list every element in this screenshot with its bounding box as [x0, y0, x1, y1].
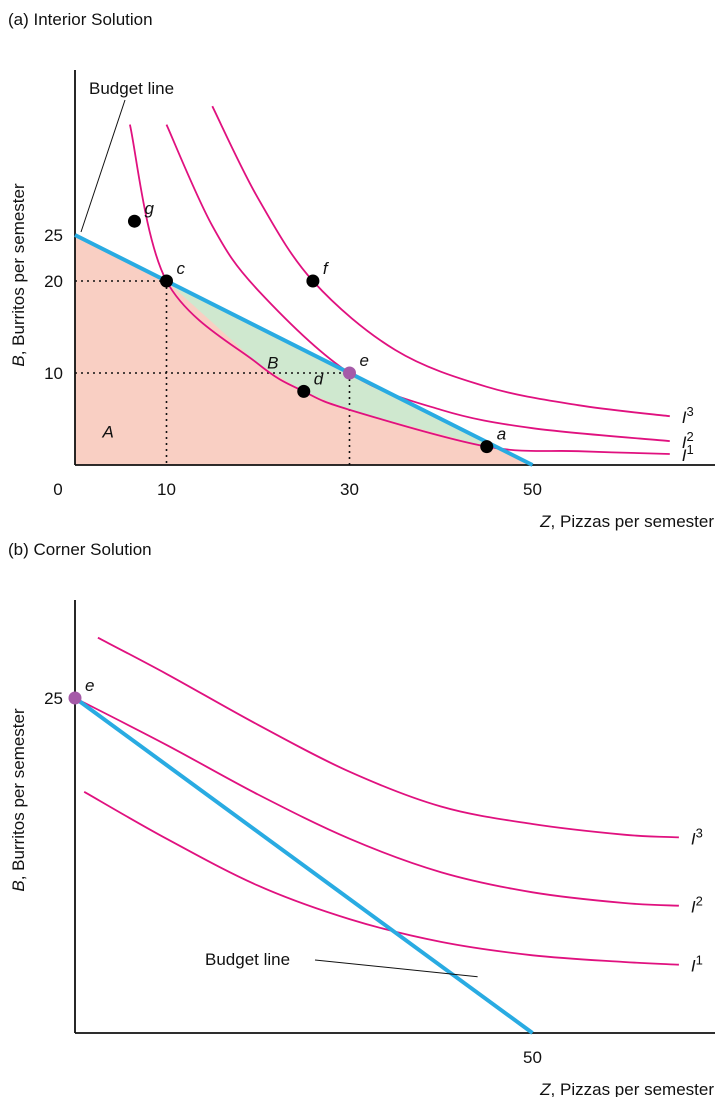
y-tick-label: 25: [44, 689, 63, 708]
curve-label-1: I1: [691, 952, 703, 976]
curve-label-2: I2: [682, 429, 694, 453]
indifference-curve-2: [74, 697, 679, 907]
bundle-point-e: [68, 691, 82, 705]
region-label-a: A: [101, 422, 113, 441]
indifference-curve-3: [211, 105, 670, 418]
x-axis-label: Z, Pizzas per semester: [539, 1080, 714, 1097]
budget-line-label: Budget line: [89, 79, 174, 98]
bundle-label-e: e: [85, 676, 94, 695]
y-axis-variable: B: [9, 880, 28, 891]
panel-interior: (a) Interior Solution A B 0 10 30 50 10 20 25 Z, P…: [8, 10, 715, 531]
y-axis-label: B, Burritos per semester: [9, 183, 28, 367]
bundle-point-f: [306, 274, 320, 288]
indifference-curve-1: [83, 791, 679, 966]
bundle-point-a: [480, 440, 494, 454]
budget-line-label: Budget line: [205, 950, 290, 969]
x-tick-label: 0: [53, 480, 62, 499]
x-tick-label: 30: [340, 480, 359, 499]
budget-line-leader: [314, 959, 478, 978]
x-tick-label: 50: [523, 480, 542, 499]
curve-label-2: I2: [691, 893, 703, 917]
curve-label-3: I3: [691, 825, 703, 849]
bundle-label-a: a: [497, 425, 506, 444]
panel-title: (a) Interior Solution: [8, 10, 153, 29]
x-axis-text: , Pizzas per semester: [551, 512, 715, 531]
bundle-point-c: [160, 274, 173, 288]
y-tick-label: 25: [44, 226, 63, 245]
bundle-label-e: e: [360, 351, 369, 370]
curve-label-3: I3: [682, 404, 694, 428]
x-axis-variable: Z: [539, 512, 551, 531]
bundle-point-e: [343, 366, 356, 380]
x-tick-label: 10: [157, 480, 176, 499]
panel-corner: (b) Corner Solution 50 25 Z, Pizzas per sem…: [8, 540, 715, 1097]
panel-title: (b) Corner Solution: [8, 540, 152, 559]
y-axis-label: B, Burritos per semester: [9, 708, 28, 892]
y-tick-label: 10: [44, 364, 63, 383]
x-axis-label: Z, Pizzas per semester: [539, 512, 714, 531]
bundle-label-f: f: [323, 259, 330, 278]
x-axis-variable: Z: [539, 1080, 551, 1097]
bundle-point-d: [297, 384, 311, 398]
y-axis-variable: B: [9, 355, 28, 366]
curve-label-1: I1: [682, 441, 694, 465]
bundle-label-c: c: [177, 259, 186, 278]
y-axis-text: , Burritos per semester: [9, 183, 28, 355]
indifference-curve-3: [97, 636, 679, 839]
y-tick-label: 20: [44, 272, 63, 291]
region-label-b: B: [267, 353, 278, 372]
y-axis-text: , Burritos per semester: [9, 708, 28, 880]
budget-line-leader: [80, 99, 126, 233]
budget-line: [74, 233, 534, 467]
x-axis-text: , Pizzas per semester: [551, 1080, 715, 1097]
bundle-point-g: [127, 214, 141, 228]
bundle-label-g: g: [144, 199, 154, 218]
bundle-label-d: d: [314, 369, 324, 388]
budget-line: [73, 696, 534, 1035]
x-tick-label: 50: [523, 1048, 542, 1067]
